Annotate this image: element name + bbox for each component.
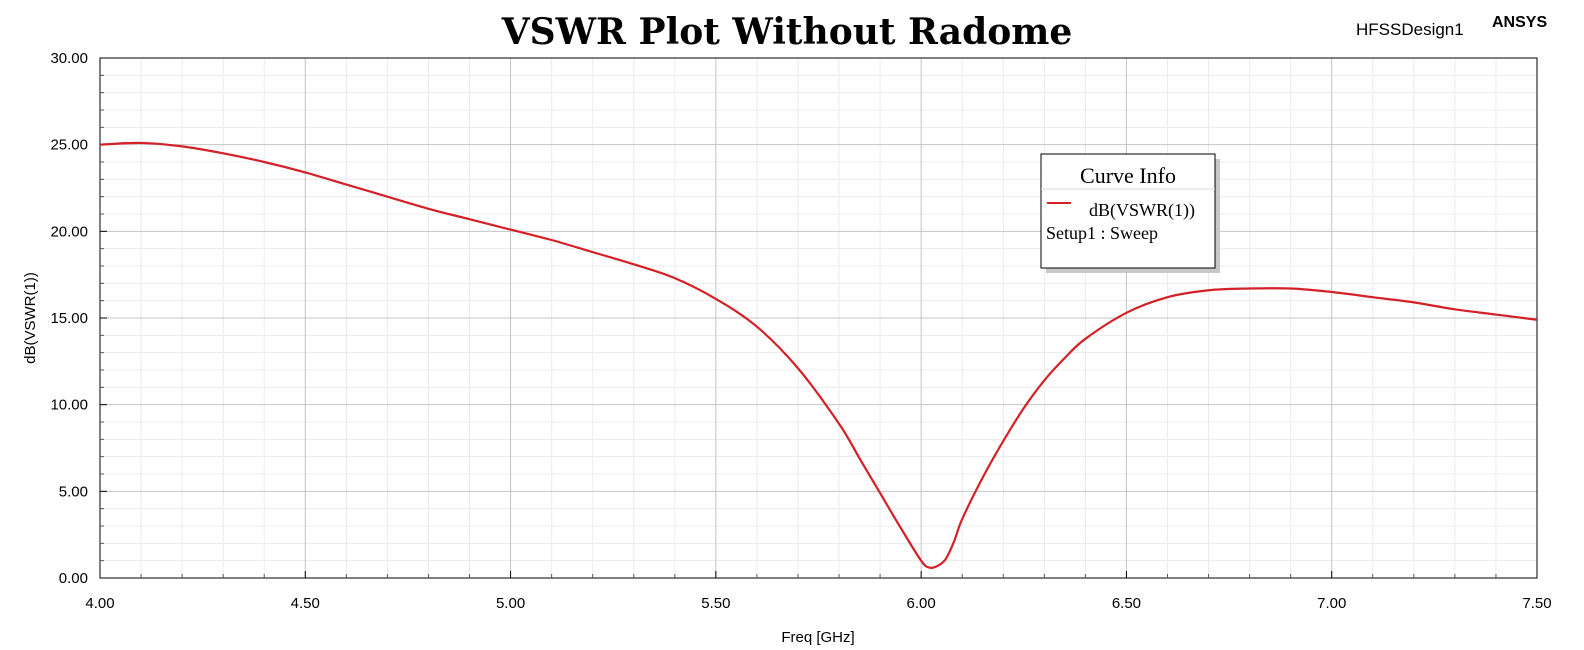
y-tick-labels: 0.00 5.00 10.00 15.00 20.00 25.00 30.00 (50, 50, 88, 587)
x-tick-label: 7.00 (1317, 595, 1346, 612)
legend-box (1040, 153, 1216, 269)
x-tick-label: 4.50 (291, 595, 320, 612)
series-layer (99, 141, 1538, 569)
y-tick-label: 0.00 (59, 570, 88, 587)
y-tick-label: 10.00 (50, 397, 88, 414)
y-tick-label: 25.00 (50, 137, 88, 154)
y-tick-label: 15.00 (50, 310, 88, 327)
x-tick-label: 7.50 (1522, 595, 1551, 612)
legend[interactable]: Curve Info dB(VSWR(1)) Setup1 : Sweep (1040, 153, 1220, 273)
y-tick-label: 20.00 (50, 223, 88, 240)
y-tick-label: 30.00 (50, 50, 88, 67)
y-axis-label: dB(VSWR(1)) (22, 272, 39, 364)
legend-title: Curve Info (1080, 163, 1176, 188)
x-tick-label: 5.50 (701, 595, 730, 612)
x-tick-label: 6.00 (907, 595, 936, 612)
series-line-vswr (99, 141, 1538, 569)
legend-entry-sublabel: Setup1 : Sweep (1046, 223, 1158, 243)
brand-logo-text: ANSYS (1492, 14, 1547, 31)
x-tick-label: 4.00 (85, 595, 114, 612)
design-name: HFSSDesign1 (1356, 20, 1464, 39)
x-tick-labels: 4.00 4.50 5.00 5.50 6.00 6.50 7.00 7.50 (85, 595, 1551, 612)
x-tick-label: 6.50 (1112, 595, 1141, 612)
x-tick-label: 5.00 (496, 595, 525, 612)
y-tick-label: 5.00 (59, 483, 88, 500)
major-gridlines (99, 57, 1538, 579)
legend-entry-label: dB(VSWR(1)) (1089, 200, 1195, 221)
x-axis-label: Freq [GHz] (781, 629, 854, 646)
axis-ticks (99, 57, 1538, 579)
chart-title: VSWR Plot Without Radome (501, 11, 1073, 53)
